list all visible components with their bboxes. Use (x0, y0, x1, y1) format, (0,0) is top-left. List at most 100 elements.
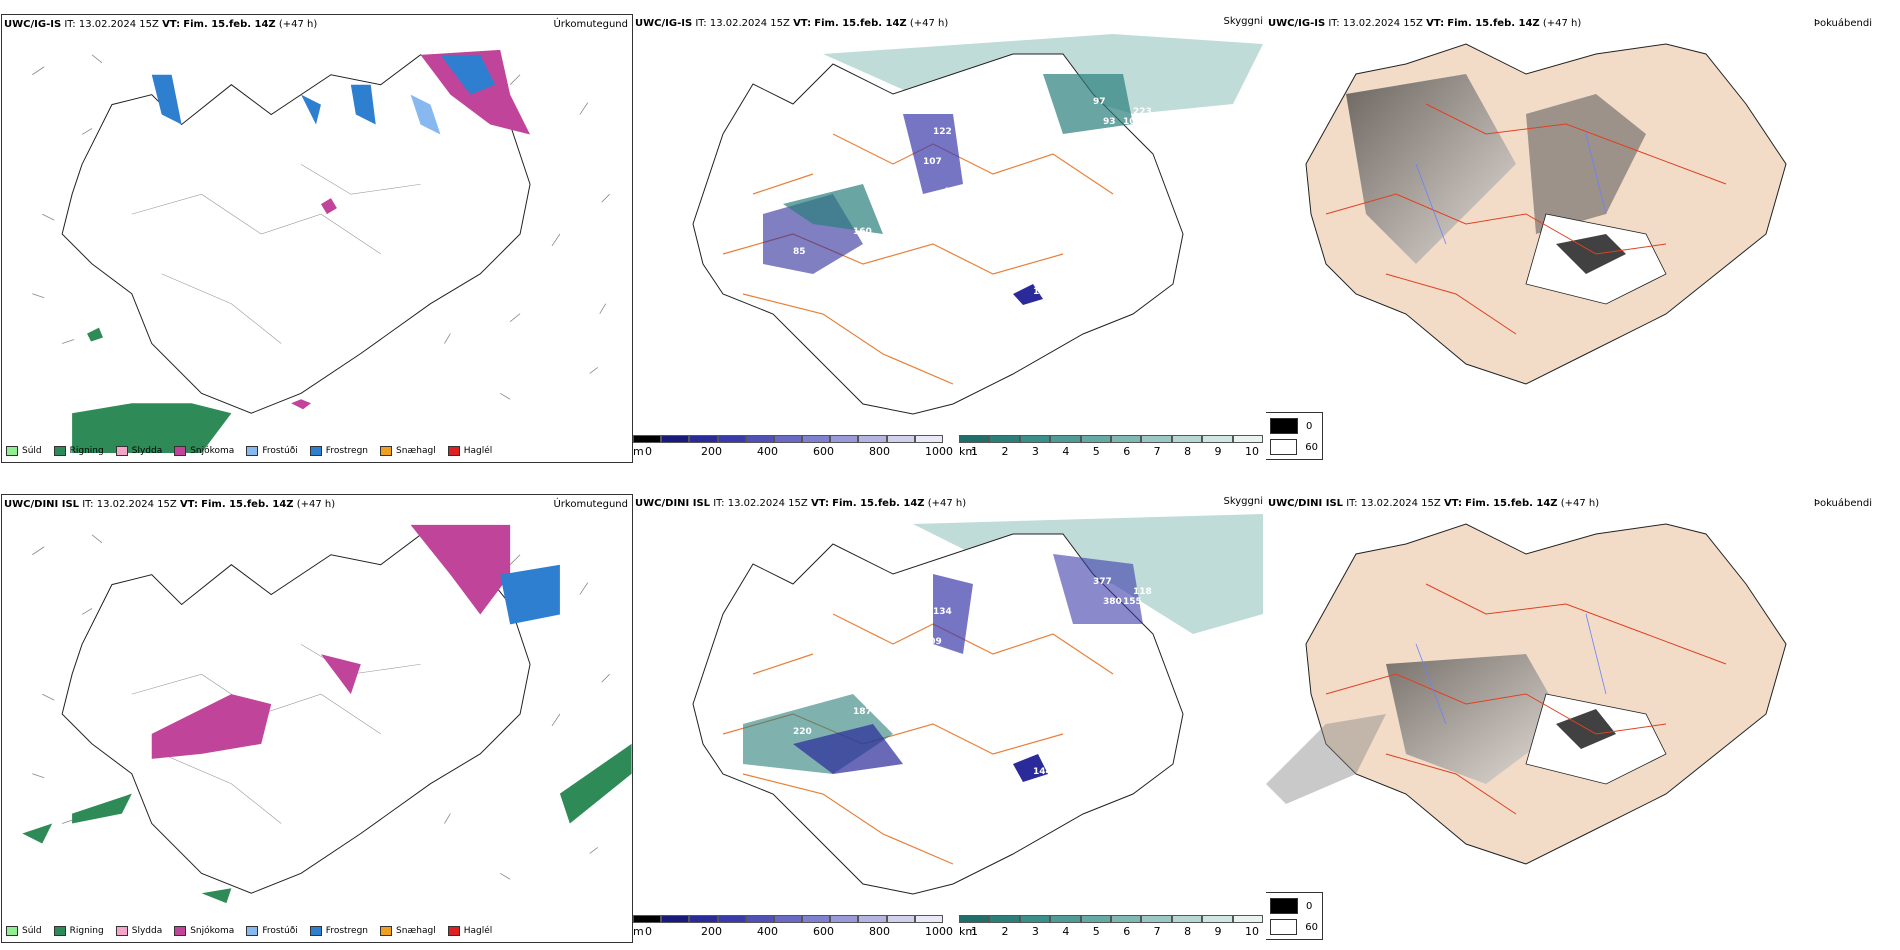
visibility-value-label: 51 (763, 117, 776, 127)
panel-title: Þokuábendi (1813, 498, 1872, 509)
fog-key-box (1270, 898, 1298, 914)
legend-item: Frostregn (309, 446, 368, 456)
colorbar-segment (661, 915, 690, 923)
fog-panel-dini: UWC/DINI ISL IT: 13.02.2024 15Z VT: Fim.… (1266, 494, 1900, 943)
colorbar-tick: 200 (701, 925, 722, 938)
legend-swatch (115, 926, 128, 936)
legend-swatch (174, 446, 187, 456)
legend-swatch (246, 446, 259, 456)
panel-title: Skyggni (1223, 496, 1263, 507)
visibility-value-label: 220 (793, 727, 812, 737)
fog-key-box (1270, 439, 1298, 455)
colorbar-segment (745, 915, 774, 923)
fog-panel-ig: UWC/IG-IS IT: 13.02.2024 15Z VT: Fim. 15… (1266, 14, 1900, 463)
legend-item: Snæhagl (380, 926, 436, 936)
colorbar-tick: 200 (701, 445, 722, 458)
fog-key-box (1270, 418, 1298, 434)
colorbar-segment (1171, 915, 1203, 923)
colorbar-unit: km (959, 925, 977, 938)
fog-key: 0 60 (1266, 412, 1323, 460)
colorbar-tick: 8 (1184, 925, 1192, 938)
colorbar-segment (773, 915, 803, 923)
visibility-value-label: 107 (923, 157, 942, 167)
colorbar-unit: km (959, 445, 977, 458)
colorbar-segment (1202, 435, 1233, 443)
colorbar-segment (1080, 915, 1111, 923)
colorbar-segment (1110, 435, 1142, 443)
colorbar-segment (1110, 915, 1142, 923)
legend-swatch (447, 926, 460, 936)
visibility-value-label: 377 (1093, 577, 1112, 587)
colorbar-tick: 0 (645, 445, 652, 458)
legend-swatch (115, 446, 128, 456)
iceland-outline (692, 533, 1184, 895)
fog-key-row: 0 (1270, 898, 1318, 914)
iceland-outline (61, 534, 531, 894)
panel-header: UWC/DINI ISL IT: 13.02.2024 15Z VT: Fim.… (635, 498, 967, 509)
visibility-value-label: 160 (853, 227, 872, 237)
colorbar-segment (1050, 915, 1081, 923)
colorbar-segment (802, 435, 831, 443)
legend-swatch (6, 446, 18, 456)
colorbar-segment (1141, 435, 1172, 443)
legend-swatch (309, 446, 322, 456)
colorbar-tick: 7 (1153, 445, 1161, 458)
legend-item: Haglél (447, 926, 492, 936)
legend-item: Frostregn (309, 926, 368, 936)
colorbar-unit: m (633, 445, 644, 458)
colorbar-segment (1202, 915, 1233, 923)
colorbar-segment (914, 435, 943, 443)
freezing-rain-area (500, 564, 560, 625)
visibility-value-label: 122 (933, 127, 952, 137)
colorbar-segment (661, 435, 690, 443)
legend-item: Snjókoma (174, 446, 234, 456)
legend-swatch (380, 446, 393, 456)
legend-item: Súld (6, 446, 42, 456)
visibility-value-label: 97 (1093, 97, 1106, 107)
panel-title: Úrkomutegund (553, 499, 628, 510)
colorbar-segment (1050, 435, 1081, 443)
precip-legend: Súld Rigning Slydda Snjókoma Frostúði Fr… (6, 926, 492, 936)
legend-item: Slydda (115, 446, 162, 456)
visibility-value-label: 130 (1033, 287, 1052, 297)
colorbar-segment (858, 435, 887, 443)
legend-swatch (246, 926, 259, 936)
vis-colorbar-m (633, 435, 943, 443)
colorbar-tick: 800 (869, 925, 890, 938)
colorbar-segment (858, 915, 887, 923)
colorbar-segment (989, 915, 1020, 923)
colorbar-segment (1232, 435, 1263, 443)
legend-item: Slydda (115, 926, 162, 936)
colorbar-tick: 6 (1123, 925, 1131, 938)
visibility-value-label: 105 (933, 257, 952, 267)
fog-key-box (1270, 919, 1298, 935)
colorbar-tick: 4 (1062, 925, 1070, 938)
colorbar-tick: 10 (1245, 925, 1259, 938)
colorbar-tick: 6 (1123, 445, 1131, 458)
vis-colorbar-km (959, 435, 1263, 443)
fog-key-row: 60 (1270, 919, 1318, 935)
colorbar-segment (1080, 435, 1111, 443)
legend-item: Rigning (53, 926, 104, 936)
visibility-value-label: 112 (763, 597, 782, 607)
colorbar-tick: 1 (971, 445, 978, 458)
colorbar-segment (745, 435, 774, 443)
colorbar-tick: 8 (1184, 445, 1192, 458)
colorbar-segment (633, 435, 662, 443)
colorbar-tick: 400 (757, 925, 778, 938)
legend-item: Snjókoma (174, 926, 234, 936)
colorbar-segment (1232, 915, 1263, 923)
visibility-value-label: 93 (1103, 117, 1116, 127)
fog-key: 0 60 (1266, 892, 1323, 940)
iceland-precip-map (22, 524, 632, 904)
colorbar-segment (886, 435, 915, 443)
iceland-precip-map (32, 49, 610, 454)
colorbar-segment (717, 435, 746, 443)
visibility-value-label: 74 (943, 667, 956, 677)
colorbar-tick: 9 (1214, 925, 1222, 938)
colorbar-segment (959, 915, 990, 923)
colorbar-tick: 2 (1001, 445, 1009, 458)
legend-item: Rigning (53, 446, 104, 456)
